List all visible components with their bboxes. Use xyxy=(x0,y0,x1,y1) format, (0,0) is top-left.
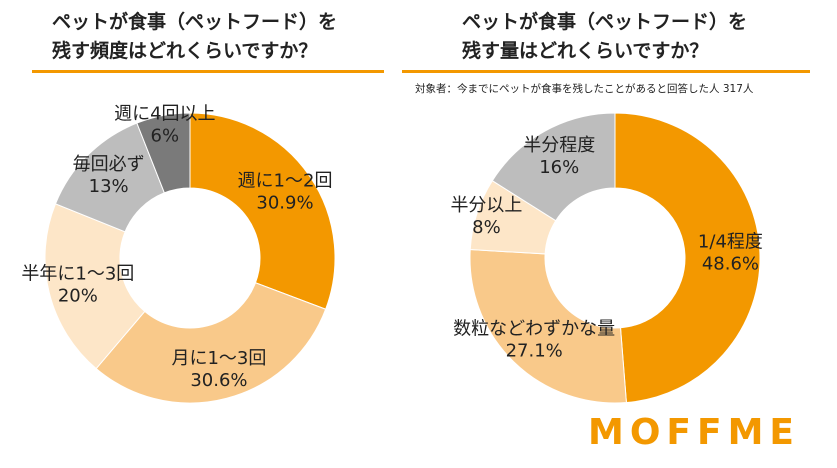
category-label: 半年に1〜3回 xyxy=(21,264,134,285)
category-label: 毎回必ず xyxy=(73,154,145,175)
value-label: 20% xyxy=(58,286,98,307)
value-label: 30.6% xyxy=(190,370,247,391)
slice-label: 数粒などわずかな量 27.1% xyxy=(453,319,615,362)
value-label: 13% xyxy=(89,176,129,197)
donut-slice xyxy=(136,112,191,194)
value-label: 48.6% xyxy=(702,253,759,274)
donut-slice xyxy=(469,249,627,404)
chart-subtitle: 対象者：今までにペットが食事を残したことがあると回答した人 317人 xyxy=(415,83,754,95)
category-label: 半分程度 xyxy=(523,135,595,156)
title-rule xyxy=(402,70,810,73)
slice-label: 月に1〜3回 30.6% xyxy=(171,348,266,391)
slice-label: 半分程度 16% xyxy=(523,135,595,178)
value-label: 30.9% xyxy=(256,192,313,213)
slice-label: 毎回必ず 13% xyxy=(73,154,145,197)
value-label: 6% xyxy=(151,125,180,146)
value-label: 16% xyxy=(539,157,579,178)
value-label: 8% xyxy=(472,217,501,238)
slice-label: 週に4回以上 6% xyxy=(114,103,215,146)
slice-label: 半年に1〜3回 20% xyxy=(21,264,134,307)
title-rule xyxy=(32,70,384,73)
slice-label: 半分以上 8% xyxy=(450,195,522,238)
category-label: 週に1〜2回 xyxy=(238,170,333,191)
donut-slice xyxy=(189,112,336,310)
donut-slice xyxy=(44,203,146,370)
donut-slice xyxy=(614,112,761,404)
donut-slice xyxy=(491,112,616,222)
chart-title: ペットが食事（ペットフード）を 残す頻度はどれくらいですか？ xyxy=(52,11,338,62)
category-label: 1/4程度 xyxy=(698,231,763,252)
chart-title: ペットが食事（ペットフード）を 残す量はどれくらいですか？ xyxy=(462,11,748,62)
slice-label: 1/4程度 48.6% xyxy=(698,231,763,274)
category-label: 数粒などわずかな量 xyxy=(453,319,615,340)
slice-label: 週に1〜2回 30.9% xyxy=(238,170,333,213)
category-label: 半分以上 xyxy=(450,195,522,216)
brand-logo: MOFFME xyxy=(588,412,801,453)
donut-slice xyxy=(95,282,327,404)
category-label: 週に4回以上 xyxy=(114,103,215,124)
category-label: 月に1〜3回 xyxy=(171,348,266,369)
value-label: 27.1% xyxy=(506,341,563,362)
